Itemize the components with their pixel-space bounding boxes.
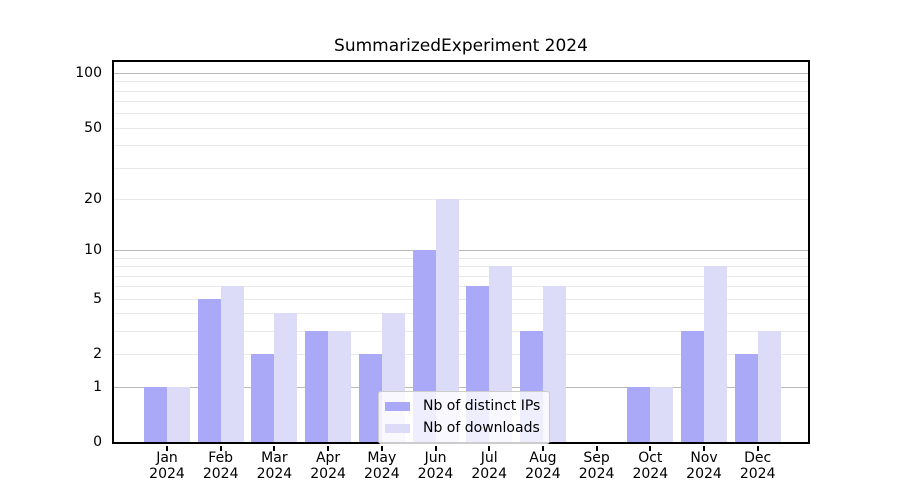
x-tick-label-apr: Apr 2024	[310, 450, 346, 482]
x-tick-label-nov: Nov 2024	[686, 450, 722, 482]
x-tick	[488, 446, 491, 451]
bar-ips-mar	[251, 354, 275, 442]
bar-ips-may	[358, 354, 382, 442]
bar-downloads-feb	[220, 286, 244, 442]
grid-line-minor	[114, 331, 808, 333]
x-tick-label-mar: Mar 2024	[256, 450, 293, 482]
bar-ips-feb	[197, 298, 221, 442]
legend: Nb of distinct IPs Nb of downloads	[378, 391, 551, 444]
legend-swatch-downloads	[385, 423, 410, 433]
bar-ips-nov	[681, 331, 704, 442]
x-tick-label-aug: Aug 2024	[525, 450, 561, 482]
grid-line-minor	[114, 286, 808, 288]
grid-line-minor	[114, 127, 808, 129]
bar-downloads-jan	[167, 386, 190, 442]
grid-line-minor	[114, 167, 808, 169]
grid-line-minor	[114, 81, 808, 83]
x-tick	[219, 446, 222, 451]
grid-line-minor	[114, 101, 808, 103]
x-tick	[166, 446, 168, 451]
x-tick	[756, 446, 759, 451]
x-tick-label-jul: Jul 2024	[471, 450, 507, 482]
x-tick-label-dec: Dec 2024	[739, 450, 776, 482]
plot-area	[112, 60, 810, 444]
x-tick	[541, 446, 544, 451]
x-tick-label-sep: Sep 2024	[578, 450, 615, 482]
y-tick-label-5: 5	[93, 290, 102, 307]
x-tick	[380, 446, 383, 451]
x-tick	[273, 446, 276, 451]
grid-line-minor	[114, 257, 808, 259]
grid-line-major	[114, 386, 808, 388]
grid-line-minor	[114, 275, 808, 277]
bar-downloads-dec	[757, 331, 781, 442]
y-tick-label-100: 100	[75, 65, 102, 82]
x-tick-label-jan: Jan 2024	[149, 450, 185, 482]
grid-line-major	[114, 73, 808, 75]
grid-line-minor	[114, 266, 808, 268]
bar-downloads-jun	[435, 198, 459, 442]
legend-label-distinct-ips: Nb of distinct IPs	[423, 398, 541, 414]
x-tick	[703, 446, 705, 451]
bar-downloads-nov	[704, 266, 727, 442]
grid-line-major	[114, 250, 808, 252]
y-tick-label-1: 1	[93, 378, 102, 395]
grid-line-minor	[114, 90, 808, 92]
y-tick-label-50: 50	[84, 119, 102, 136]
x-tick-label-jun: Jun 2024	[417, 450, 454, 482]
y-tick-label-10: 10	[84, 242, 102, 259]
bar-ips-dec	[734, 354, 758, 442]
legend-entry-distinct-ips: Nb of distinct IPs	[385, 397, 540, 415]
legend-label-downloads: Nb of downloads	[423, 420, 540, 436]
y-tick-label-2: 2	[93, 346, 102, 363]
grid-line-minor	[114, 113, 808, 115]
y-tick-label-20: 20	[84, 190, 102, 207]
bar-downloads-oct	[650, 386, 674, 442]
legend-entry-downloads: Nb of downloads	[385, 419, 540, 437]
x-tick	[649, 446, 652, 451]
x-tick-label-feb: Feb 2024	[202, 450, 239, 482]
chart-title: SummarizedExperiment 2024	[334, 36, 588, 56]
grid-line-minor	[114, 298, 808, 300]
legend-swatch-distinct-ips	[385, 401, 410, 411]
x-tick-label-may: May 2024	[363, 450, 400, 482]
bar-downloads-apr	[328, 331, 352, 442]
grid-line-minor	[114, 313, 808, 315]
bar-downloads-mar	[274, 313, 298, 442]
grid-line-minor	[114, 198, 808, 200]
x-tick	[434, 446, 437, 451]
bar-ips-oct	[627, 386, 651, 442]
x-tick	[595, 446, 598, 451]
bar-ips-apr	[305, 331, 329, 442]
x-tick-label-oct: Oct 2024	[632, 450, 669, 482]
grid-line-minor	[114, 354, 808, 356]
x-tick	[327, 446, 330, 451]
bar-ips-jan	[144, 386, 167, 442]
y-tick-label-0: 0	[93, 434, 102, 450]
grid-line-minor	[114, 145, 808, 147]
